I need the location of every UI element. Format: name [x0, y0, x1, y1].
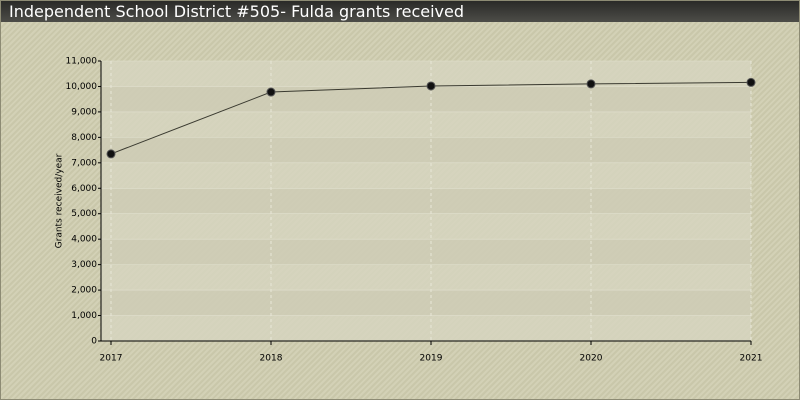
- data-point: [586, 79, 596, 89]
- y-tick-label: 8,000: [71, 133, 97, 143]
- y-tick-label: 1,000: [71, 311, 97, 321]
- grid-band: [101, 137, 751, 163]
- y-tick-label: 11,000: [66, 57, 98, 67]
- y-tick-label: 6,000: [71, 184, 97, 194]
- y-tick-label: 2,000: [71, 286, 97, 296]
- x-tick-label: 2017: [100, 354, 123, 364]
- grid-band: [101, 188, 751, 214]
- data-point: [106, 149, 116, 159]
- x-tick-label: 2018: [260, 354, 283, 364]
- y-tick-label: 3,000: [71, 260, 97, 270]
- x-tick-label: 2021: [740, 354, 763, 364]
- y-tick-label: 7,000: [71, 158, 97, 168]
- grid-band: [101, 239, 751, 265]
- chart-title: Independent School District #505- Fulda …: [1, 1, 799, 22]
- y-axis-label: Grants received/year: [55, 153, 65, 248]
- data-point: [426, 81, 436, 91]
- x-tick-label: 2019: [420, 354, 443, 364]
- y-tick-label: 9,000: [71, 107, 97, 117]
- y-tick-label: 5,000: [71, 209, 97, 219]
- grid-band: [101, 86, 751, 112]
- y-tick-label: 4,000: [71, 235, 97, 245]
- grid-band: [101, 290, 751, 316]
- x-tick-label: 2020: [580, 354, 603, 364]
- y-tick-label: 10,000: [66, 82, 98, 92]
- data-point: [266, 87, 276, 97]
- y-tick-label: 0: [91, 337, 97, 347]
- data-point: [746, 77, 756, 87]
